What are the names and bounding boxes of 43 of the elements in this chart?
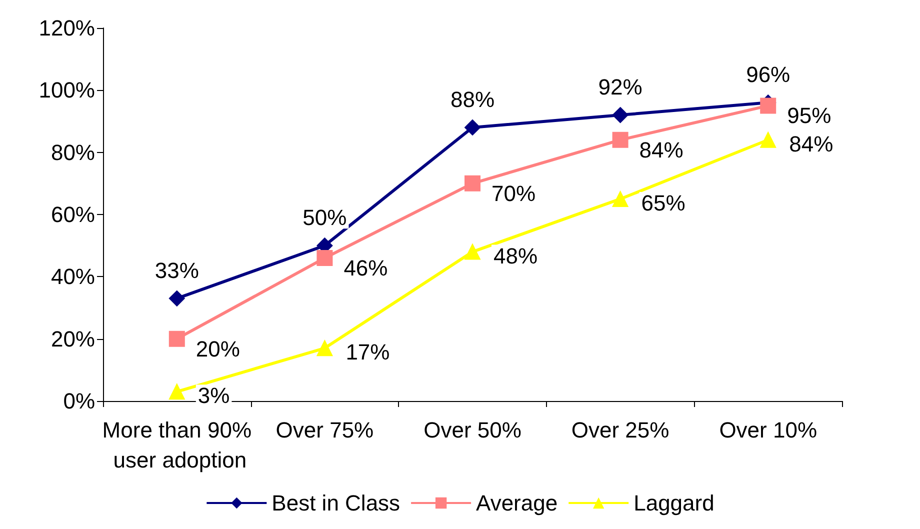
data-label: 33% <box>154 258 199 283</box>
x-tick-label: Over 75% <box>276 418 374 442</box>
y-tick-label: 0% <box>63 388 95 414</box>
point <box>464 244 480 260</box>
data-label: 92% <box>598 74 642 100</box>
data-label: 50% <box>302 205 347 230</box>
legend-label: Best in Class <box>272 490 400 516</box>
data-label: 48% <box>494 243 538 268</box>
point <box>612 107 628 124</box>
data-label: 3% <box>198 383 230 408</box>
point <box>316 340 333 356</box>
data-label: 88% <box>450 86 495 112</box>
point <box>316 250 333 266</box>
y-tick-label: 40% <box>50 264 95 290</box>
x-tick-label: Over 50% <box>424 418 522 442</box>
data-label: 95% <box>787 103 832 128</box>
data-label: 17% <box>346 340 390 365</box>
y-tick-label: 80% <box>50 140 95 165</box>
data-label: 65% <box>641 190 686 216</box>
legend-label: Laggard <box>634 490 714 516</box>
point <box>168 290 185 306</box>
y-tick-label: 100% <box>38 78 95 103</box>
point <box>168 330 185 347</box>
data-label: 96% <box>746 62 790 88</box>
point <box>464 119 480 136</box>
point <box>612 132 628 148</box>
data-label: 20% <box>196 336 240 362</box>
data-label: 84% <box>789 131 834 156</box>
x-tick-label: Over 25% <box>571 418 670 442</box>
y-tick-label: 20% <box>50 326 95 352</box>
x-tick-label: More than 90% user adoption <box>102 418 252 472</box>
data-label: 70% <box>492 180 536 206</box>
point <box>168 384 185 400</box>
y-tick-label: 120% <box>38 16 95 40</box>
data-label: 46% <box>344 256 388 281</box>
x-tick-label: Over 10% <box>719 418 818 442</box>
y-tick-label: 60% <box>50 202 95 227</box>
point <box>760 98 776 114</box>
point <box>612 190 628 207</box>
data-label: 84% <box>639 137 684 162</box>
legend-label: Average <box>476 490 558 516</box>
point <box>760 132 776 148</box>
point <box>464 175 480 192</box>
